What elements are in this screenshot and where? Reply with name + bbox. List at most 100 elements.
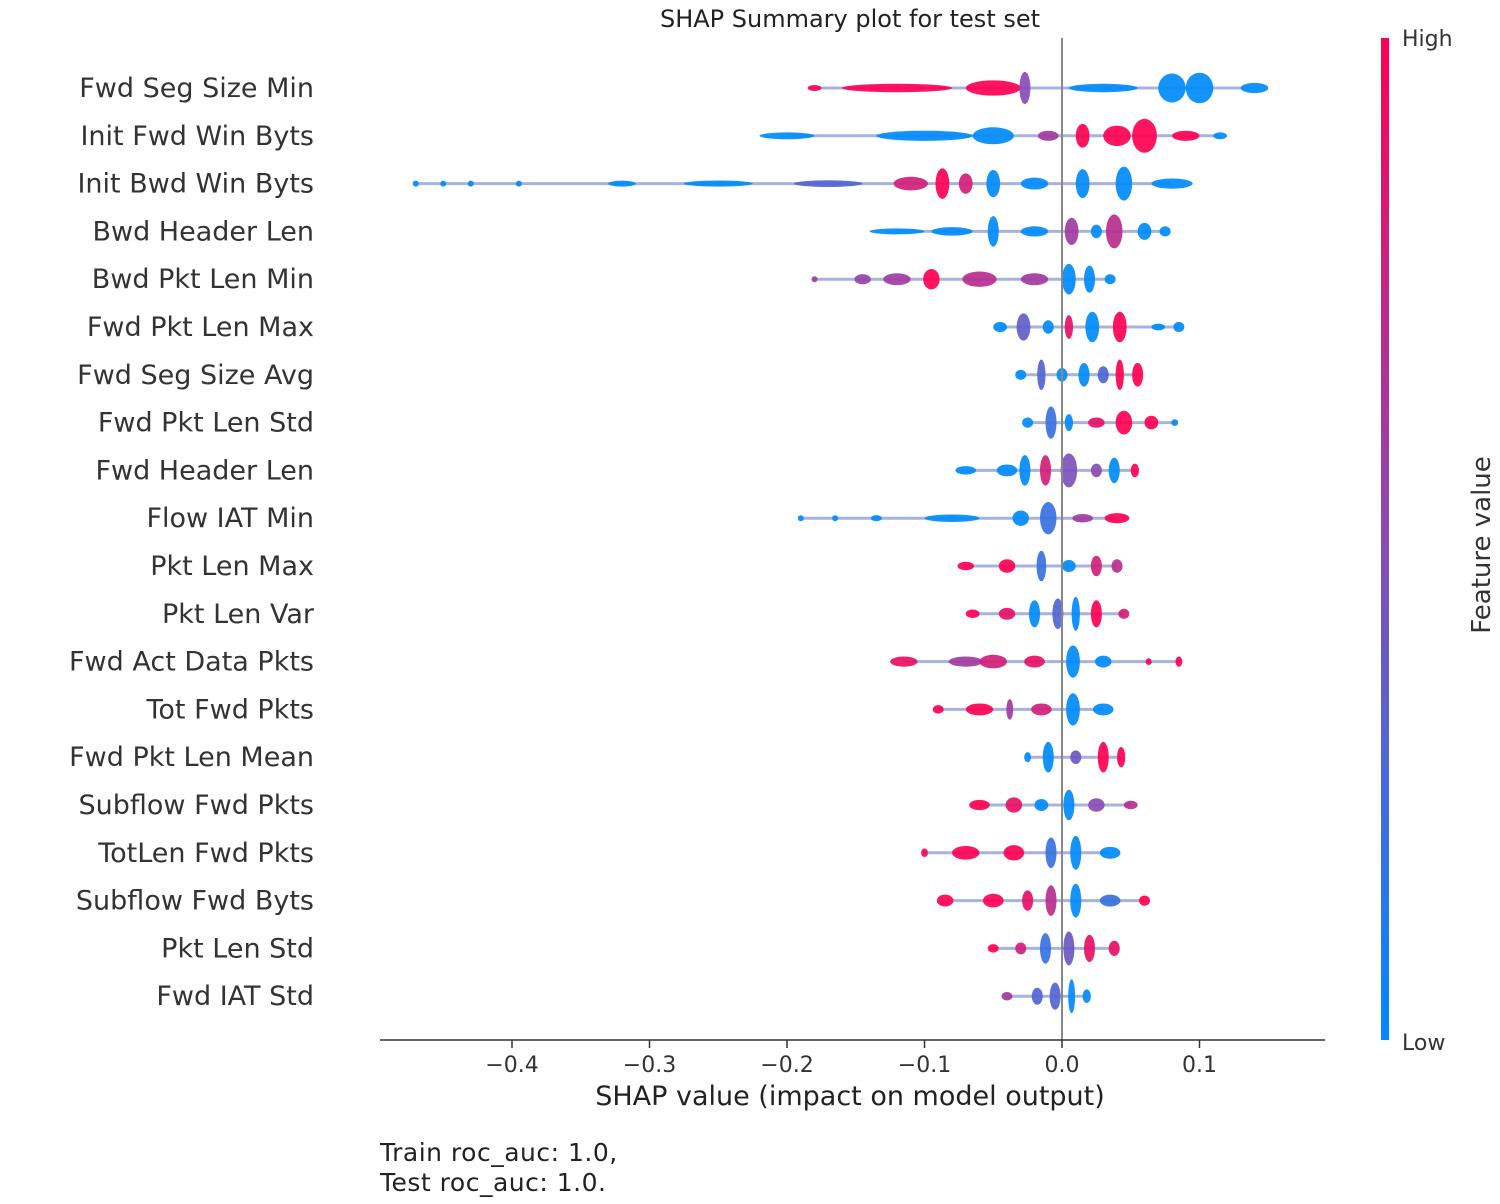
feature-row — [890, 645, 1183, 678]
shap-point-cluster — [440, 180, 447, 187]
feature-row — [869, 214, 1171, 249]
feature-row — [797, 502, 1130, 535]
feature-row — [811, 263, 1116, 295]
shap-point-cluster — [1015, 942, 1027, 955]
shap-point-cluster — [793, 180, 863, 188]
shap-point-cluster — [931, 227, 973, 236]
shap-point-cluster — [1001, 991, 1013, 1001]
shap-point-cluster — [893, 176, 928, 191]
shap-point-cluster — [1144, 415, 1159, 430]
shap-point-cluster — [797, 515, 804, 522]
shap-point-cluster — [936, 894, 954, 907]
shap-point-cluster — [1022, 417, 1034, 428]
shap-point-cluster — [1088, 417, 1105, 428]
feature-row — [965, 596, 1130, 631]
feature-label: Tot Fwd Pkts — [146, 694, 315, 725]
shap-point-cluster — [811, 276, 818, 283]
shap-point-cluster — [972, 127, 1014, 145]
feature-label: Subflow Fwd Byts — [76, 886, 314, 917]
feature-row — [1022, 406, 1179, 439]
shap-point-cluster — [1130, 463, 1139, 478]
shap-point-cluster — [467, 180, 474, 187]
shap-point-cluster — [1072, 513, 1093, 523]
feature-label: Bwd Header Len — [92, 216, 314, 247]
shap-point-cluster — [1071, 596, 1080, 631]
shap-point-cluster — [1115, 410, 1133, 435]
shap-point-cluster — [1037, 359, 1046, 391]
feature-label: Fwd Pkt Len Std — [98, 408, 314, 439]
x-ticks: −0.4 −0.3 −0.2 −0.1 0.0 0.1 — [485, 1040, 1217, 1078]
shap-point-cluster — [1104, 513, 1130, 524]
shap-point-cluster — [807, 85, 822, 91]
shap-point-cluster — [876, 130, 973, 141]
shap-point-cluster — [935, 168, 950, 199]
shap-point-cluster — [1108, 940, 1120, 957]
feature-label: Subflow Fwd Pkts — [79, 790, 315, 821]
shap-point-cluster — [1064, 414, 1073, 432]
test-auc-note: Test roc_auc: 1.0. — [380, 1168, 607, 1197]
shap-point-cluster — [1060, 453, 1078, 488]
feature-label: Fwd IAT Std — [156, 981, 314, 1012]
feature-row — [993, 311, 1185, 343]
shap-point-cluster — [923, 269, 940, 290]
feature-row — [921, 835, 1121, 870]
shap-point-cluster — [1106, 214, 1123, 249]
shap-point-cluster — [1020, 273, 1049, 286]
shap-point-cluster — [1070, 835, 1082, 870]
shap-point-cluster — [1034, 799, 1049, 811]
shap-point-cluster — [1068, 979, 1076, 1014]
shap-point-cluster — [1005, 797, 1023, 813]
feature-row — [957, 550, 1123, 582]
shap-point-cluster — [1171, 419, 1179, 426]
feature-label: Fwd Seg Size Min — [79, 73, 314, 104]
shap-point-cluster — [958, 173, 973, 194]
feature-label: Fwd Pkt Len Max — [87, 312, 314, 343]
shap-point-cluster — [1090, 463, 1102, 478]
shap-point-cluster — [890, 656, 918, 667]
shap-point-cluster — [965, 703, 994, 716]
feature-label: Init Fwd Win Byts — [80, 121, 314, 152]
shap-point-cluster — [1070, 750, 1082, 764]
shap-point-cluster — [1045, 885, 1057, 916]
feature-label: TotLen Fwd Pkts — [97, 838, 314, 869]
shap-point-cluster — [1118, 608, 1130, 619]
shap-point-cluster — [986, 170, 1001, 198]
shap-point-cluster — [1064, 315, 1073, 339]
shap-point-cluster — [1132, 362, 1144, 387]
shap-point-cluster — [1049, 982, 1061, 1010]
x-tick-label: 0.1 — [1182, 1053, 1217, 1078]
shap-point-cluster — [1158, 73, 1186, 103]
train-auc-note: Train roc_auc: 1.0, — [380, 1138, 618, 1167]
shap-point-cluster — [1019, 455, 1031, 486]
shap-point-cluster — [608, 180, 636, 187]
shap-point-cluster — [1151, 178, 1193, 189]
shap-point-cluster — [1062, 560, 1076, 572]
shap-point-cluster — [969, 799, 990, 811]
shap-point-cluster — [1173, 321, 1185, 333]
shap-point-cluster — [1012, 510, 1029, 526]
shap-point-cluster — [759, 132, 815, 140]
shap-point-cluster — [683, 180, 753, 187]
feature-label: Fwd Act Data Pkts — [69, 647, 314, 678]
shap-point-cluster — [1015, 369, 1027, 380]
shap-point-cluster — [412, 180, 419, 187]
shap-point-cluster — [1064, 217, 1079, 245]
shap-point-cluster — [1099, 894, 1121, 907]
shap-point-cluster — [1092, 703, 1114, 716]
x-tick-label: 0.0 — [1045, 1053, 1080, 1078]
shap-point-cluster — [1115, 359, 1124, 391]
shap-point-cluster — [952, 846, 980, 860]
shap-point-cluster — [1066, 645, 1080, 678]
shap-point-cluster — [1063, 789, 1075, 821]
shap-point-cluster — [1115, 166, 1133, 201]
shap-point-cluster — [1099, 846, 1121, 859]
feature-row — [987, 931, 1120, 966]
shap-point-cluster — [982, 893, 1004, 908]
shap-point-cluster — [1037, 130, 1059, 141]
shap-point-cluster — [1213, 132, 1227, 140]
shap-point-cluster — [1185, 72, 1214, 104]
feature-row — [807, 71, 1269, 105]
shap-point-cluster — [1063, 931, 1075, 966]
shap-point-cluster — [1172, 130, 1200, 141]
